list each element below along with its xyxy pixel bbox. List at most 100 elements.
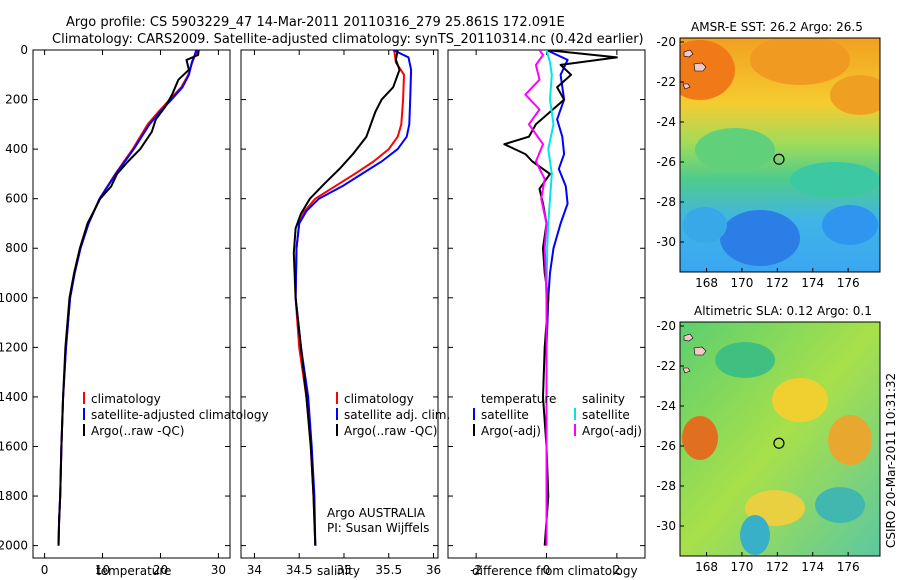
lat-tick-label: -20 bbox=[656, 35, 676, 49]
sst-map-frame bbox=[679, 37, 881, 273]
temperature-axis-label: temperature bbox=[96, 564, 171, 578]
lat-tick-label: -28 bbox=[656, 479, 676, 493]
salinity-line-satellite-adj-clim bbox=[294, 50, 413, 546]
legend-satellite-label: satellite-adjusted climatology bbox=[91, 408, 269, 422]
sla-high-patch bbox=[772, 378, 828, 422]
difference-line-temperature-satellite bbox=[545, 50, 569, 546]
sst-warm-patch bbox=[680, 40, 735, 100]
sst-cool-patch bbox=[695, 128, 775, 172]
y-tick-label: 2000 bbox=[0, 539, 28, 553]
island-shape bbox=[693, 62, 707, 72]
island-shape bbox=[693, 346, 707, 356]
lon-tick-label: 172 bbox=[766, 276, 789, 290]
sla-map-frame bbox=[679, 321, 881, 557]
lon-tick-label: 176 bbox=[837, 560, 860, 574]
sst-cool-patch bbox=[790, 162, 880, 198]
island-shape bbox=[682, 367, 691, 374]
difference-series-group bbox=[503, 50, 618, 546]
sla-low-patch bbox=[740, 515, 770, 555]
difference-line-temperature-argo-adj bbox=[503, 50, 618, 546]
temperature-panel bbox=[32, 49, 231, 559]
x-tick-label: 34.5 bbox=[286, 563, 313, 577]
lat-tick-label: -24 bbox=[656, 399, 676, 413]
y-tick-label: 1800 bbox=[0, 489, 28, 503]
figure-title-line2: Climatology: CARS2009. Satellite-adjuste… bbox=[52, 32, 644, 47]
island-shape bbox=[683, 333, 694, 342]
temperature-series-group bbox=[57, 50, 200, 546]
x-tick-label: -2 bbox=[470, 563, 482, 577]
island-shape bbox=[682, 83, 691, 90]
sla-map-title: Altimetric SLA: 0.12 Argo: 0.1 bbox=[694, 304, 872, 318]
legend-climatology-label: climatology bbox=[344, 392, 414, 406]
salinity-legend: climatology satellite adj. clim. Argo(..… bbox=[336, 392, 450, 438]
lat-tick-label: -26 bbox=[656, 439, 676, 453]
profile-lines bbox=[57, 50, 618, 546]
sst-warm-patch bbox=[830, 75, 880, 115]
temperature-line-climatology bbox=[57, 50, 199, 546]
y-tick-label: 0 bbox=[20, 43, 28, 57]
lat-tick-label: -30 bbox=[656, 519, 676, 533]
axis-ticks: 0 10 20 30020040060080010001200140016001800… bbox=[0, 43, 645, 577]
sst-island-shapes bbox=[682, 49, 707, 90]
lat-tick-label: -24 bbox=[656, 115, 676, 129]
x-tick-label: 20 bbox=[153, 563, 168, 577]
x-tick-label: 2 bbox=[613, 563, 621, 577]
y-tick-label: 800 bbox=[5, 241, 28, 255]
x-tick-label: 36 bbox=[426, 563, 441, 577]
sla-low-patch bbox=[815, 487, 865, 523]
figure-title-line1: Argo profile: CS 5903229_47 14-Mar-2011 … bbox=[66, 15, 565, 30]
sst-cold-patch bbox=[683, 207, 727, 243]
y-tick-label: 400 bbox=[5, 142, 28, 156]
x-tick-label: 0 bbox=[41, 563, 49, 577]
sla-map-ticks: 168 170 172 174 176 -20 -22 -24 -26 -28 -30 bbox=[656, 319, 859, 574]
x-tick-label: 30 bbox=[211, 563, 226, 577]
x-tick-label: 34 bbox=[247, 563, 262, 577]
lat-tick-label: -22 bbox=[656, 75, 676, 89]
temperature-line-satellite-adjusted-climatology bbox=[57, 50, 198, 546]
y-tick-label: 1600 bbox=[0, 439, 28, 453]
legend-temp-satellite-label: satellite bbox=[481, 408, 529, 422]
lat-tick-label: -20 bbox=[656, 319, 676, 333]
sla-high-patch bbox=[828, 415, 872, 465]
lon-tick-label: 170 bbox=[730, 560, 753, 574]
salinity-line-argo-raw-qc bbox=[292, 50, 401, 546]
legend-salinity-header: salinity bbox=[582, 392, 625, 406]
lon-tick-label: 168 bbox=[695, 560, 718, 574]
salinity-panel bbox=[240, 49, 439, 559]
sst-float-marker bbox=[773, 153, 785, 165]
temperature-line-argo-raw-qc bbox=[57, 50, 200, 546]
sla-island-shapes bbox=[682, 333, 707, 374]
difference-legend: temperature salinity satellite Argo(-adj… bbox=[473, 392, 642, 438]
lon-tick-label: 176 bbox=[837, 276, 860, 290]
y-tick-label: 1200 bbox=[0, 340, 28, 354]
sla-map-field bbox=[680, 322, 880, 556]
legend-temp-argo-label: Argo(-adj) bbox=[481, 424, 541, 438]
sst-map-field bbox=[680, 38, 880, 272]
legend-sal-argo-label: Argo(-adj) bbox=[582, 424, 642, 438]
legend-temperature-header: temperature bbox=[481, 392, 556, 406]
legend-climatology-label: climatology bbox=[91, 392, 161, 406]
legend-argo-label: Argo(..raw -QC) bbox=[91, 424, 184, 438]
sla-float-marker bbox=[773, 437, 785, 449]
pi-name-label: PI: Susan Wijffels bbox=[327, 521, 429, 535]
y-tick-label: 1400 bbox=[0, 390, 28, 404]
temperature-legend: climatology satellite-adjusted climatolo… bbox=[83, 392, 269, 438]
lat-tick-label: -30 bbox=[656, 235, 676, 249]
float-owner-label: Argo AUSTRALIA bbox=[327, 506, 426, 520]
salinity-axis-label: salinity bbox=[317, 564, 360, 578]
legend-sal-satellite-label: satellite bbox=[582, 408, 630, 422]
lon-tick-label: 168 bbox=[695, 276, 718, 290]
x-tick-label: 0 bbox=[543, 563, 551, 577]
sst-map-title: AMSR-E SST: 26.2 Argo: 26.5 bbox=[691, 20, 863, 34]
salinity-series-group bbox=[292, 50, 413, 546]
lat-tick-label: -28 bbox=[656, 195, 676, 209]
sst-cold-patch bbox=[720, 210, 800, 266]
sla-low-patch bbox=[715, 342, 775, 378]
sst-cold-patch bbox=[822, 205, 878, 245]
lon-tick-label: 172 bbox=[766, 560, 789, 574]
x-tick-label: 10 bbox=[95, 563, 110, 577]
legend-argo-label: Argo(..raw -QC) bbox=[344, 424, 437, 438]
x-tick-label: 35.5 bbox=[375, 563, 402, 577]
difference-axis-label: difference from climatology bbox=[472, 564, 638, 578]
